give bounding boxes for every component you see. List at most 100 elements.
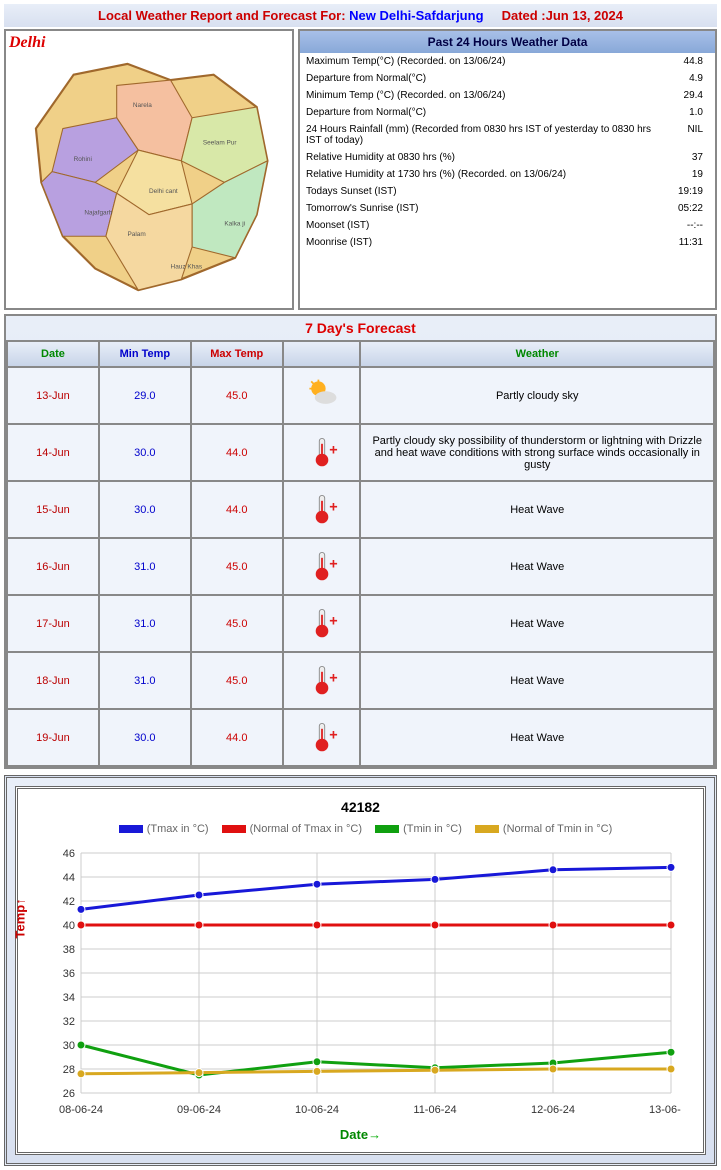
cell-min: 30.0 [99,424,191,481]
table-row: 19-Jun30.044.0+Heat Wave [7,709,714,766]
th-weather: Weather [360,341,714,367]
cell-date: 16-Jun [7,538,99,595]
cell-icon: + [283,424,361,481]
cell-max: 45.0 [191,595,283,652]
svg-text:34: 34 [62,992,74,1004]
map-panel: Delhi Narela Seelam Pur Rohini Najafgarh… [4,29,294,310]
x-axis-label: Date [28,1127,693,1142]
th-min: Min Temp [99,341,191,367]
data-row: Tomorrow's Sunrise (IST)05:22 [300,200,715,217]
data-value: 37 [672,149,715,166]
table-row: 16-Jun31.045.0+Heat Wave [7,538,714,595]
svg-text:+: + [329,671,337,687]
cell-min: 31.0 [99,652,191,709]
chart-title: 42182 [28,799,693,815]
data-value: 1.0 [672,104,715,121]
svg-text:Rohini: Rohini [74,156,92,163]
data-value: 29.4 [672,87,715,104]
cell-weather: Heat Wave [360,709,714,766]
cell-icon [283,367,361,424]
svg-text:09-06-24: 09-06-24 [176,1104,220,1116]
data-row: Departure from Normal(°C)1.0 [300,104,715,121]
data-value: --:-- [672,217,715,234]
svg-text:Seelam Pur: Seelam Pur [203,140,238,147]
cell-min: 30.0 [99,481,191,538]
svg-text:30: 30 [62,1040,74,1052]
svg-text:42: 42 [62,896,74,908]
data-row: Relative Humidity at 0830 hrs (%)37 [300,149,715,166]
cell-max: 45.0 [191,538,283,595]
svg-text:46: 46 [62,848,74,860]
svg-text:Palam: Palam [127,231,145,238]
svg-text:08-06-24: 08-06-24 [58,1104,102,1116]
cell-date: 14-Jun [7,424,99,481]
svg-text:26: 26 [62,1088,74,1100]
temperature-chart: 262830323436384042444608-06-2409-06-2410… [41,843,681,1123]
cell-max: 45.0 [191,652,283,709]
map-title: Delhi [9,34,289,52]
data-row: Moonrise (IST)11:31 [300,234,715,251]
cell-date: 19-Jun [7,709,99,766]
data-label: 24 Hours Rainfall (mm) (Recorded from 08… [300,121,672,149]
past-24-panel: Past 24 Hours Weather Data Maximum Temp(… [298,29,717,310]
cell-date: 17-Jun [7,595,99,652]
table-row: 17-Jun31.045.0+Heat Wave [7,595,714,652]
svg-text:36: 36 [62,968,74,980]
data-label: Moonset (IST) [300,217,672,234]
table-row: 13-Jun29.045.0 Partly cloudy sky [7,367,714,424]
svg-text:12-06-24: 12-06-24 [530,1104,574,1116]
data-row: Moonset (IST)--:-- [300,217,715,234]
svg-text:Narela: Narela [133,102,152,109]
forecast-title: 7 Day's Forecast [6,316,715,340]
data-value: 44.8 [672,53,715,70]
data-label: Todays Sunset (IST) [300,183,672,200]
cell-min: 31.0 [99,595,191,652]
data-value: 19:19 [672,183,715,200]
page-title: Local Weather Report and Forecast For: N… [4,4,717,27]
svg-text:40: 40 [62,920,74,932]
past-24-table: Maximum Temp(°C) (Recorded. on 13/06/24)… [300,53,715,251]
cell-max: 45.0 [191,367,283,424]
data-value: 05:22 [672,200,715,217]
forecast-table: Date Min Temp Max Temp Weather 13-Jun29.… [6,340,715,767]
cell-icon: + [283,481,361,538]
cell-weather: Heat Wave [360,481,714,538]
cell-min: 29.0 [99,367,191,424]
data-value: 11:31 [672,234,715,251]
cell-max: 44.0 [191,481,283,538]
svg-text:32: 32 [62,1016,74,1028]
data-label: Tomorrow's Sunrise (IST) [300,200,672,217]
data-value: 4.9 [672,70,715,87]
cell-icon: + [283,652,361,709]
svg-text:Delhi cant: Delhi cant [149,188,178,195]
data-row: Maximum Temp(°C) (Recorded. on 13/06/24)… [300,53,715,70]
cell-max: 44.0 [191,424,283,481]
cell-max: 44.0 [191,709,283,766]
delhi-map-icon: Narela Seelam Pur Rohini Najafgarh Delhi… [9,52,289,302]
svg-text:11-06-24: 11-06-24 [413,1104,456,1116]
cell-min: 31.0 [99,538,191,595]
svg-text:13-06-24: 13-06-24 [648,1104,680,1116]
cell-weather: Heat Wave [360,538,714,595]
cell-weather: Partly cloudy sky [360,367,714,424]
svg-text:28: 28 [62,1064,74,1076]
th-date: Date [7,341,99,367]
past-24-title: Past 24 Hours Weather Data [300,31,715,53]
table-row: 18-Jun31.045.0 + Heat Wave [7,652,714,709]
cell-date: 18-Jun [7,652,99,709]
svg-text:38: 38 [62,944,74,956]
table-row: 15-Jun30.044.0+Heat Wave [7,481,714,538]
svg-text:10-06-24: 10-06-24 [294,1104,338,1116]
data-value: NIL [672,121,715,149]
forecast-panel: 7 Day's Forecast Date Min Temp Max Temp … [4,314,717,769]
data-row: Minimum Temp (°C) (Recorded. on 13/06/24… [300,87,715,104]
y-axis-label: Temp [13,898,28,938]
cell-weather: Partly cloudy sky possibility of thunder… [360,424,714,481]
svg-text:+: + [329,443,337,459]
cell-weather: Heat Wave [360,652,714,709]
cell-date: 13-Jun [7,367,99,424]
cell-icon: + [283,538,361,595]
svg-text:Kalka ji: Kalka ji [224,220,245,227]
data-label: Maximum Temp(°C) (Recorded. on 13/06/24) [300,53,672,70]
cell-min: 30.0 [99,709,191,766]
